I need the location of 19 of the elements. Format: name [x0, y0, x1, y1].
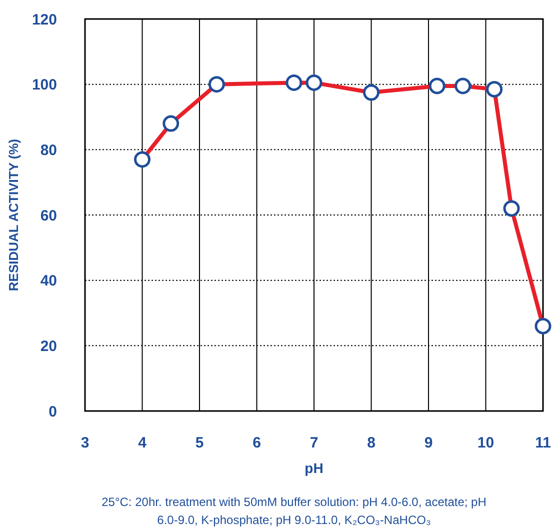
x-tick-label: 8: [367, 434, 376, 452]
x-tick-label: 9: [424, 434, 433, 452]
x-tick-label: 11: [535, 434, 551, 452]
y-tick-label: 100: [32, 76, 57, 94]
x-tick-label: 7: [310, 434, 318, 452]
y-tick-label: 0: [48, 403, 57, 420]
y-tick-label: 60: [40, 207, 57, 224]
x-tick-label: 4: [138, 434, 148, 452]
x-tick-label: 10: [477, 434, 494, 452]
x-tick-label: 6: [252, 434, 261, 452]
text: 25°C: 20hr. treatment with 50mM buffer solution: pH 4.0-6.0, acetate; pH 6.0-9.0, K-phosphate; pH 9.0-11.0, K₂CO₃-NaHCO₃: [102, 495, 486, 527]
x-tick-label: 5: [195, 434, 204, 452]
y-axis-title: RESIDUAL ACTIVITY (%): [6, 138, 21, 292]
y-tick-label: 120: [32, 11, 57, 28]
y-tick-label: 40: [40, 272, 57, 290]
y-tick-label: 20: [40, 338, 57, 355]
x-axis-title: pH: [304, 460, 324, 476]
y-tick-label: 80: [40, 142, 57, 159]
x-tick-label: 3: [80, 434, 90, 452]
